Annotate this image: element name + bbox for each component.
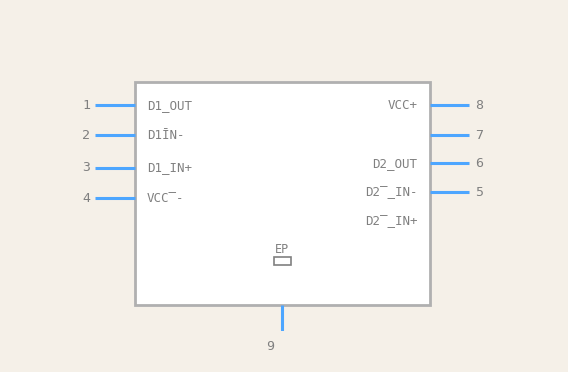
Text: D1_IN+: D1_IN+	[147, 161, 192, 174]
Text: D2̅_IN+: D2̅_IN+	[365, 215, 417, 228]
Bar	[274, 257, 291, 266]
Text: D1ĪN-: D1ĪN-	[147, 129, 185, 142]
Text: 8: 8	[475, 99, 483, 112]
Text: VCC̅-: VCC̅-	[147, 192, 185, 205]
Text: 2: 2	[82, 129, 90, 142]
Text: D2̅_IN-: D2̅_IN-	[365, 186, 417, 199]
Text: 5: 5	[475, 186, 483, 199]
Text: 6: 6	[475, 157, 483, 170]
Text: 4: 4	[82, 192, 90, 205]
Text: D1_OUT: D1_OUT	[147, 99, 192, 112]
Text: 9: 9	[266, 340, 274, 353]
Text: EP: EP	[275, 243, 290, 256]
Bar	[135, 82, 430, 305]
Text: D2_OUT: D2_OUT	[373, 157, 417, 170]
Text: 3: 3	[82, 161, 90, 174]
Text: VCC+: VCC+	[387, 99, 417, 112]
Text: 1: 1	[82, 99, 90, 112]
Text: 7: 7	[475, 129, 483, 142]
